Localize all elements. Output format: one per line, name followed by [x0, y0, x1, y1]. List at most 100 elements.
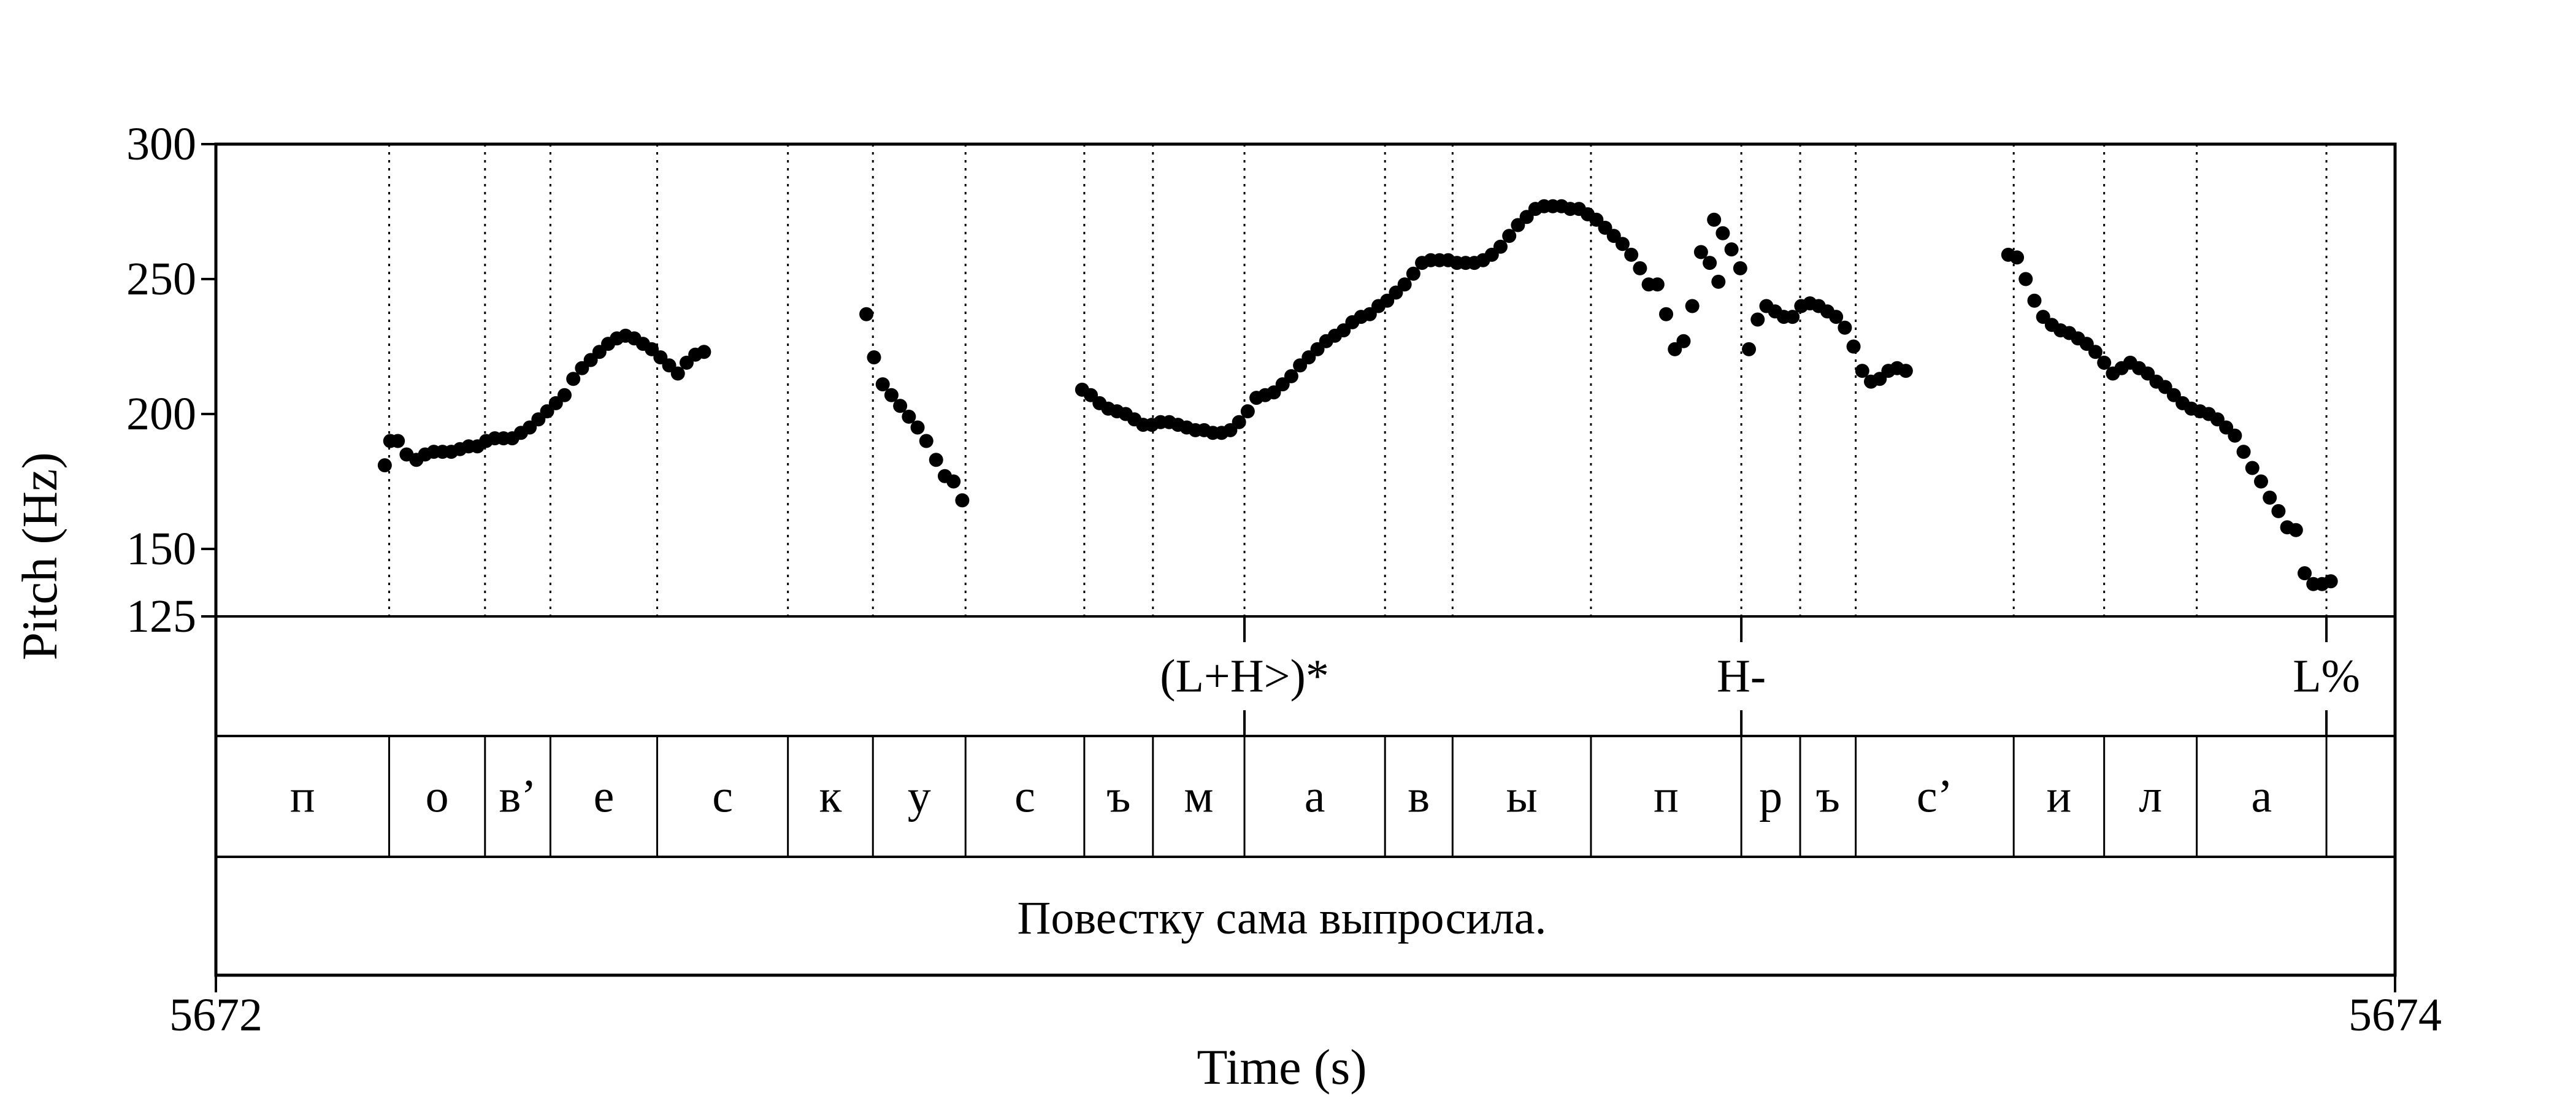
pitch-point	[670, 366, 685, 381]
y-tick-label: 200	[126, 388, 196, 440]
tone-label: L%	[2293, 651, 2360, 702]
pitch-point	[1693, 245, 1708, 259]
segment-label: а	[1305, 771, 1325, 822]
segment-label: ъ	[1106, 771, 1130, 822]
pitch-point	[2097, 355, 2112, 370]
pitch-point	[1232, 415, 1246, 429]
pitch-point	[946, 474, 961, 489]
x-tick-label: 5674	[2348, 989, 2442, 1041]
pitch-point	[566, 372, 581, 386]
plot-border	[214, 142, 2397, 977]
pitch-point	[1624, 247, 1639, 262]
x-axis-ticks: 5672 5674	[169, 975, 2442, 1041]
segment-label: п	[290, 771, 315, 822]
segment-label: л	[2139, 771, 2162, 822]
pitch-point	[1855, 364, 1869, 378]
pitch-point	[391, 434, 405, 448]
segment-label: м	[1184, 771, 1213, 822]
segment-label: е	[594, 771, 615, 822]
pitch-point	[2245, 461, 2260, 475]
y-tick-label: 250	[126, 253, 196, 305]
pitch-point	[1633, 261, 1647, 275]
pitch-point	[557, 388, 572, 402]
pitch-point	[1685, 299, 1700, 313]
pitch-point	[1406, 266, 1420, 281]
segment-label: к	[819, 771, 841, 822]
pitch-point	[929, 453, 943, 467]
y-axis-label: Pitch (Hz)	[12, 452, 67, 660]
pitch-point	[697, 345, 711, 359]
segment-tier: п о в’ е с к у с ъ м а в ы п р ъ с’ и л а	[290, 736, 2328, 857]
tone-label: (L+H>)*	[1160, 651, 1329, 702]
pitch-point	[2088, 345, 2103, 359]
pitch-point	[902, 409, 916, 424]
segment-label: с	[1014, 771, 1035, 822]
pitch-point	[1750, 312, 1765, 327]
pitch-point	[1829, 310, 1844, 324]
pitch-point	[893, 399, 908, 413]
pitch-point	[1703, 256, 1717, 270]
pitch-point	[919, 434, 933, 448]
sentence-label: Повестку сама выпросила.	[1017, 892, 1546, 944]
pitch-point	[1846, 339, 1861, 354]
pitch-point	[1785, 310, 1800, 324]
pitch-points	[377, 199, 2338, 591]
pitch-point	[1615, 237, 1630, 251]
pitch-point	[1502, 229, 1517, 243]
pitch-point	[1715, 226, 1730, 240]
pitch-point	[1284, 369, 1298, 383]
pitch-point	[1676, 334, 1691, 348]
segment-label: а	[2252, 771, 2272, 822]
segment-label: р	[1759, 771, 1782, 822]
pitch-point	[2271, 504, 2286, 518]
pitch-point	[875, 377, 890, 392]
pitch-point	[955, 493, 970, 508]
tone-label: H-	[1717, 651, 1766, 702]
pitch-point	[2253, 474, 2268, 489]
x-axis-label: Time (s)	[1197, 1039, 1367, 1095]
pitch-point	[1397, 277, 1412, 292]
x-tick-label: 5672	[169, 989, 263, 1041]
pitch-point	[1659, 307, 1674, 321]
segment-label: и	[2047, 771, 2072, 822]
y-tick-label: 125	[126, 591, 196, 642]
pitch-point	[2288, 523, 2303, 537]
pitch-point	[1240, 404, 1255, 419]
pitch-point	[1650, 277, 1665, 292]
pitch-point	[1724, 242, 1739, 257]
segment-label: в’	[499, 771, 536, 822]
pitch-point	[2263, 490, 2277, 505]
pitch-point	[884, 388, 899, 402]
segment-label: с	[712, 771, 733, 822]
tone-tier: (L+H>)* H- L%	[1160, 616, 2360, 736]
pitch-point	[2236, 445, 2251, 459]
segment-label: ы	[1506, 771, 1538, 822]
y-tick-label: 150	[126, 523, 196, 575]
pitch-point	[2323, 574, 2338, 589]
pitch-point	[1707, 212, 1722, 227]
pitch-point	[1711, 274, 1726, 289]
segment-label: у	[908, 771, 931, 822]
pitch-point	[2298, 566, 2312, 581]
segment-label: в	[1408, 771, 1430, 822]
pitch-point	[2010, 250, 2025, 265]
chart-frame	[214, 142, 2397, 977]
pitch-point	[2027, 293, 2042, 308]
pitch-point	[1742, 342, 1757, 356]
pitch-point	[1733, 261, 1747, 275]
pitch-point	[1838, 320, 1852, 335]
y-axis-ticks: 300 250 200 150 125	[126, 118, 216, 642]
pitch-point	[1493, 239, 1508, 254]
y-tick-label: 300	[126, 118, 196, 170]
pitch-point	[377, 458, 392, 473]
pitch-point	[2228, 428, 2242, 443]
pitch-point	[910, 420, 925, 435]
pitch-point	[1898, 364, 1913, 378]
segment-label: с’	[1917, 771, 1953, 822]
pitch-point	[867, 350, 881, 365]
pitch-point	[859, 307, 874, 321]
segment-label: о	[426, 771, 449, 822]
pitch-point	[2018, 272, 2033, 286]
